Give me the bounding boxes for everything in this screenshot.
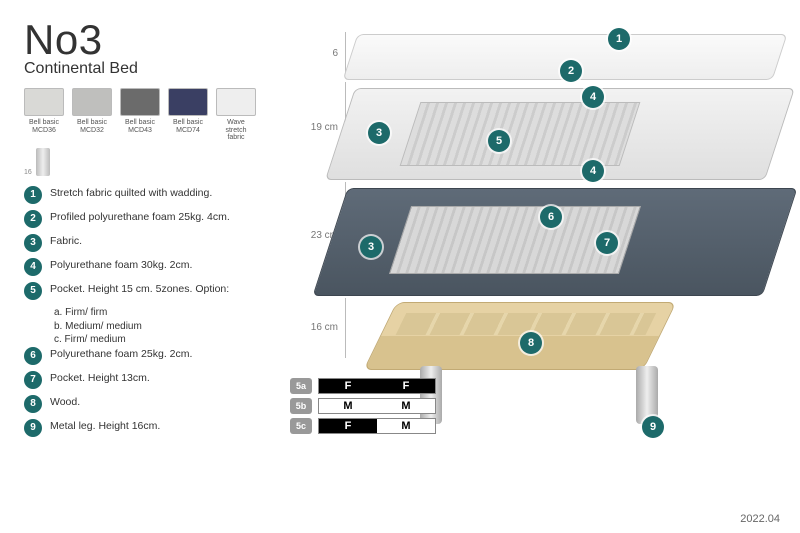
swatch-label: Bell basicMCD32 [72, 119, 112, 134]
swatch-color-icon [168, 88, 208, 116]
fabric-swatch: Bell basicMCD43 [120, 88, 160, 142]
legend-number-badge: 2 [24, 210, 42, 228]
firmness-bar: FF [318, 378, 436, 394]
legend-text: Wood. [50, 395, 80, 409]
callout-badge: 4 [582, 86, 604, 108]
swatch-color-icon [216, 88, 256, 116]
mattress-springs-cutaway [400, 102, 641, 166]
dimension-label: 6 [332, 48, 338, 59]
swatch-color-icon [24, 88, 64, 116]
metal-leg-icon [36, 148, 50, 176]
firmness-variant-label: 5b [290, 398, 312, 414]
legend-number-badge: 4 [24, 258, 42, 276]
legend-text: Polyurethane foam 30kg. 2cm. [50, 258, 192, 272]
leg-height-label: 16 [24, 169, 32, 176]
legend-number-badge: 3 [24, 234, 42, 252]
dimension-label: 19 cm [311, 122, 338, 133]
fabric-swatch: Wavestretch fabric [216, 88, 256, 142]
firmness-variant-row: 5b MM [290, 398, 436, 414]
legend-text: Polyurethane foam 25kg. 2cm. [50, 347, 192, 361]
legend-number-badge: 8 [24, 395, 42, 413]
fabric-swatch: Bell basicMCD36 [24, 88, 64, 142]
legend-number-badge: 6 [24, 347, 42, 365]
swatch-label: Bell basicMCD74 [168, 119, 208, 134]
legend-number-badge: 5 [24, 282, 42, 300]
firmness-variant-row: 5c FM [290, 418, 436, 434]
firmness-variant-label: 5c [290, 418, 312, 434]
callout-badge: 3 [368, 122, 390, 144]
firmness-bar: MM [318, 398, 436, 414]
firmness-variant-row: 5a FF [290, 378, 436, 394]
callout-badge: 2 [560, 60, 582, 82]
firmness-left: M [319, 399, 377, 413]
wood-frame [363, 302, 676, 370]
fabric-swatch: Bell basicMCD32 [72, 88, 112, 142]
firmness-right: F [377, 379, 435, 393]
swatch-color-icon [72, 88, 112, 116]
fabric-swatch: Bell basicMCD74 [168, 88, 208, 142]
legend-number-badge: 1 [24, 186, 42, 204]
callout-badge: 1 [608, 28, 630, 50]
firmness-variant-label: 5a [290, 378, 312, 394]
swatch-color-icon [120, 88, 160, 116]
bed-cutaway-diagram: 619 cm23 cm16 cm 12345436789 5aFF5bMM5cF… [290, 10, 790, 510]
legend-text: Stretch fabric quilted with wadding. [50, 186, 212, 200]
legend-text: Pocket. Height 13cm. [50, 371, 150, 385]
callout-badge: 8 [520, 332, 542, 354]
callout-badge: 7 [596, 232, 618, 254]
firmness-left: F [319, 419, 377, 433]
legend-text: Fabric. [50, 234, 82, 248]
dimension-label: 16 cm [311, 322, 338, 333]
callout-badge: 6 [540, 206, 562, 228]
legend-number-badge: 7 [24, 371, 42, 389]
callout-badge: 4 [582, 160, 604, 182]
firmness-right: M [377, 399, 435, 413]
swatch-label: Bell basicMCD36 [24, 119, 64, 134]
page: No3 Continental Bed Bell basicMCD36Bell … [0, 0, 800, 533]
callout-badge: 5 [488, 130, 510, 152]
firmness-bar: FM [318, 418, 436, 434]
firmness-options: 5aFF5bMM5cFM [290, 378, 436, 438]
legend-text: Pocket. Height 15 cm. 5zones. Option: [50, 282, 229, 296]
swatch-label: Wavestretch fabric [216, 119, 256, 142]
legend-text: Profiled polyurethane foam 25kg. 4cm. [50, 210, 230, 224]
legend-text: Metal leg. Height 16cm. [50, 419, 160, 433]
revision-date: 2022.04 [740, 513, 780, 525]
callout-badge: 9 [642, 416, 664, 438]
firmness-left: F [319, 379, 377, 393]
legend-number-badge: 9 [24, 419, 42, 437]
swatch-label: Bell basicMCD43 [120, 119, 160, 134]
callout-badge: 3 [360, 236, 382, 258]
dimension-guide-line [345, 298, 346, 358]
firmness-right: M [377, 419, 435, 433]
